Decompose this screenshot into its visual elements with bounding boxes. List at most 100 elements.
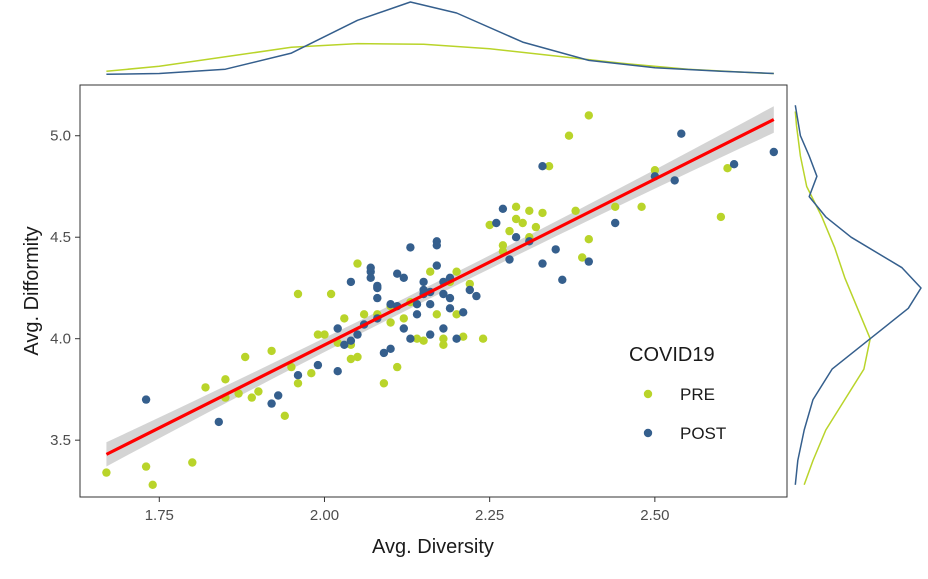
data-point-post: [333, 324, 342, 333]
data-point-post: [313, 360, 323, 370]
data-point-post: [459, 308, 468, 317]
data-point-pre: [439, 340, 448, 349]
data-point-pre: [525, 206, 534, 215]
data-point-pre: [611, 202, 620, 211]
data-point-pre: [293, 289, 303, 299]
data-point-post: [465, 285, 474, 295]
data-point-post: [769, 147, 778, 157]
data-point-pre: [459, 332, 468, 341]
legend-label-pre: PRE: [680, 385, 715, 404]
data-point-post: [452, 334, 461, 343]
data-point-pre: [564, 131, 574, 140]
data-point-pre: [280, 411, 289, 420]
data-point-post: [419, 277, 428, 287]
data-point-post: [445, 304, 455, 313]
data-point-pre: [148, 480, 157, 489]
data-point-pre: [478, 334, 488, 343]
data-point-post: [432, 261, 441, 270]
x-tick-label: 1.75: [145, 507, 174, 524]
data-point-post: [379, 348, 389, 358]
data-point-pre: [221, 375, 230, 384]
data-point-pre: [234, 389, 243, 398]
data-point-post: [399, 324, 408, 333]
data-point-post: [558, 275, 567, 284]
data-point-post: [511, 233, 521, 242]
data-point-post: [412, 310, 422, 319]
data-point-post: [346, 336, 356, 345]
data-point-post: [267, 399, 276, 408]
data-point-pre: [578, 253, 587, 262]
data-point-post: [498, 204, 508, 213]
data-point-post: [584, 257, 593, 266]
data-point-post: [412, 300, 422, 309]
data-point-pre: [201, 383, 210, 392]
data-point-pre: [544, 162, 554, 171]
data-point-post: [366, 273, 375, 282]
y-density-curve-post: [794, 105, 922, 485]
data-point-pre: [267, 346, 276, 356]
data-point-post: [399, 273, 408, 282]
legend-title: COVID19: [629, 344, 715, 366]
data-point-pre: [452, 310, 461, 319]
data-point-pre: [538, 208, 547, 218]
data-point-pre: [723, 164, 732, 173]
x-axis: 1.75 2.00 2.25 2.50: [145, 497, 669, 524]
legend-key-post: [643, 428, 653, 438]
data-point-pre: [393, 362, 402, 372]
data-point-post: [432, 241, 441, 250]
data-point-pre: [287, 362, 296, 372]
data-point-pre: [465, 279, 474, 289]
data-point-pre: [359, 310, 369, 319]
data-point-pre: [326, 289, 336, 299]
data-point-pre: [188, 458, 197, 467]
data-point-post: [333, 367, 342, 376]
data-point-post: [141, 395, 151, 404]
data-point-pre: [584, 235, 593, 244]
regression-line-layer: [105, 118, 775, 456]
right-marginal-density: [794, 105, 922, 486]
data-point-pre: [485, 220, 494, 230]
y-axis: 3.5 4.0 4.5 5.0: [50, 128, 80, 449]
legend-entries: PRE POST: [643, 385, 726, 443]
data-point-pre: [637, 202, 646, 211]
data-point-pre: [498, 241, 508, 250]
data-point-post: [373, 283, 382, 293]
data-point-pre: [313, 330, 323, 339]
regression-line: [105, 118, 775, 456]
y-tick-label: 3.5: [50, 432, 71, 449]
data-point-post: [274, 391, 283, 400]
data-point-pre: [307, 369, 316, 378]
data-point-pre: [518, 218, 527, 228]
data-point-post: [214, 417, 223, 427]
points-layer: [102, 111, 778, 489]
data-point-post: [538, 259, 547, 268]
y-axis-title: Avg. Difformity: [21, 226, 43, 355]
data-point-pre: [102, 468, 111, 477]
data-point-post: [386, 300, 395, 309]
legend-label-post: POST: [680, 424, 726, 443]
data-point-pre: [432, 310, 441, 319]
x-density-curve-post: [106, 1, 774, 76]
data-point-post: [386, 344, 395, 353]
data-point-post: [505, 255, 514, 264]
x-axis-title: Avg. Diversity: [372, 536, 494, 558]
top-marginal-density: [106, 1, 774, 76]
data-point-post: [406, 243, 415, 252]
data-point-post: [439, 324, 448, 333]
data-point-post: [472, 291, 481, 301]
data-point-pre: [379, 379, 389, 388]
y-tick-label: 4.5: [50, 229, 71, 246]
x-tick-label: 2.25: [475, 507, 504, 524]
data-point-pre: [511, 202, 521, 211]
data-point-post: [346, 277, 356, 287]
data-point-pre: [386, 318, 395, 327]
y-density-curve-pre: [794, 111, 871, 486]
data-point-post: [426, 330, 435, 339]
data-point-pre: [346, 354, 356, 364]
x-tick-label: 2.50: [640, 507, 669, 524]
data-point-pre: [353, 352, 362, 362]
data-point-pre: [531, 222, 541, 232]
data-point-pre: [399, 314, 408, 323]
data-point-post: [439, 289, 448, 299]
data-point-pre: [241, 352, 250, 362]
